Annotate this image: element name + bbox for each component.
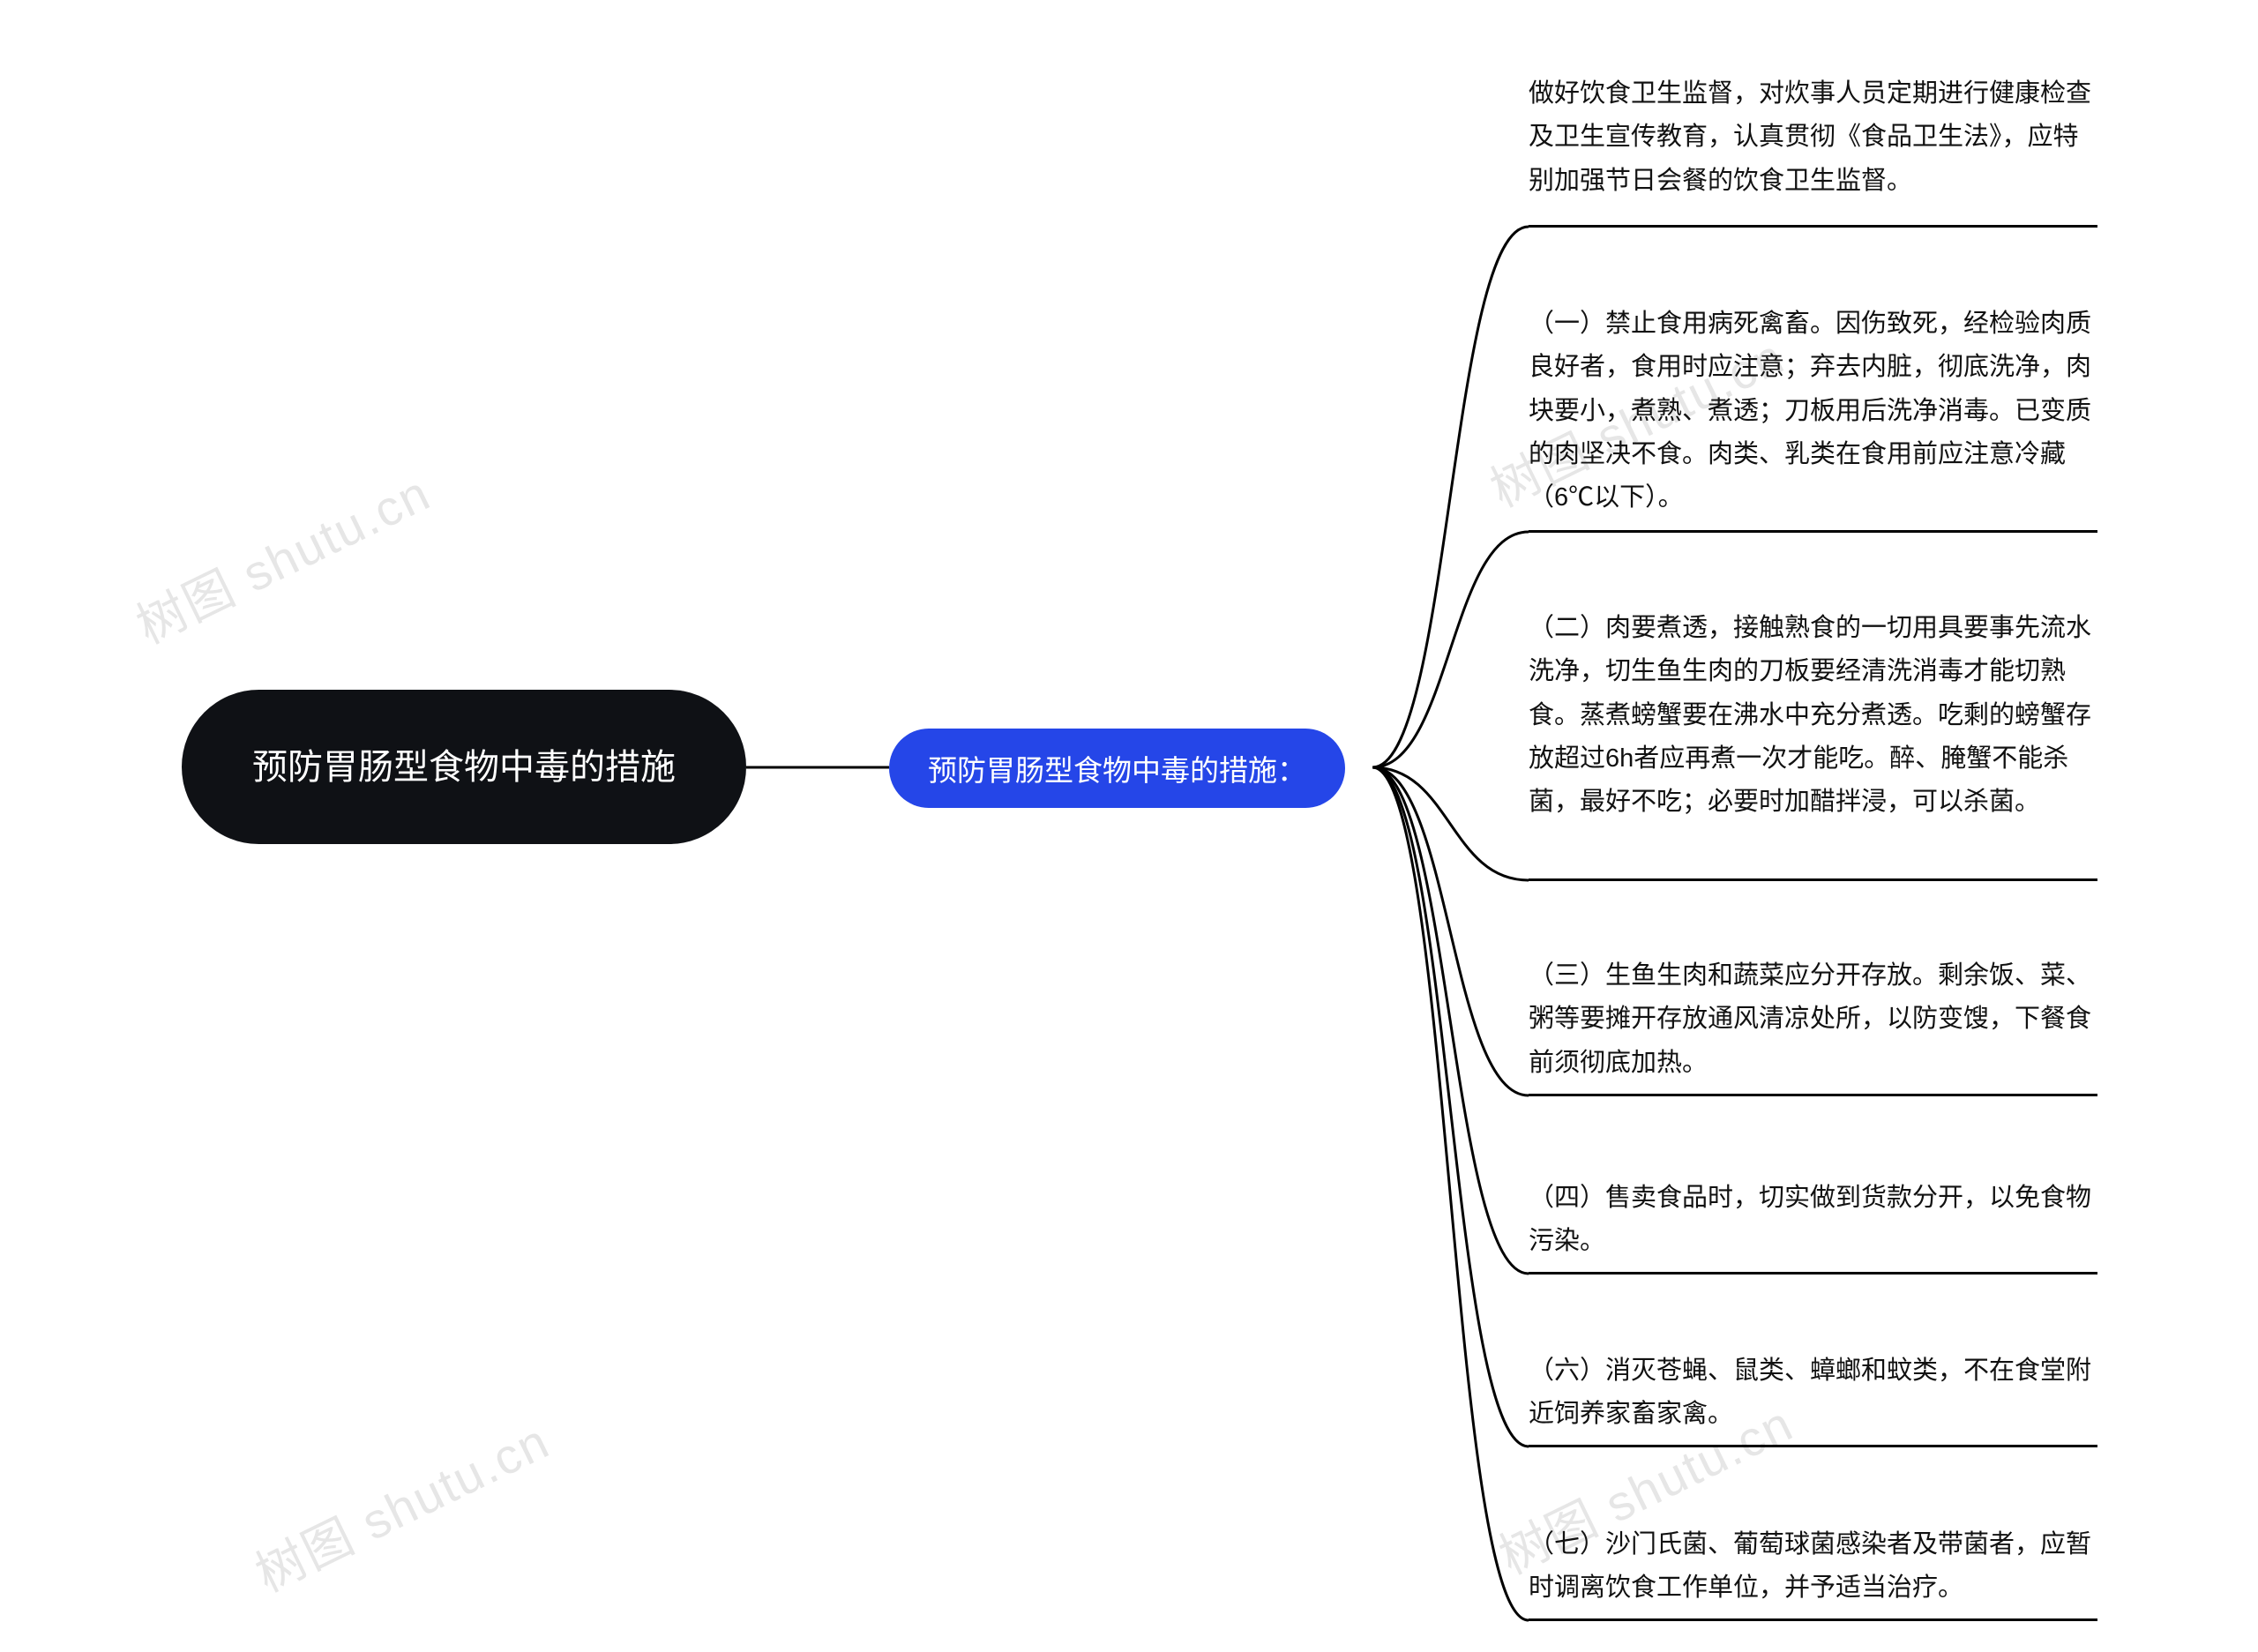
leaf-5: （六）消灭苍蝇、鼠类、蟑螂和蚊类，不在食堂附近饲养家畜家禽。 <box>1529 1349 2097 1437</box>
leaf-underline <box>1529 1094 2097 1096</box>
watermark: 树图 shutu.cn <box>123 454 440 658</box>
hub-node: 预防胃肠型食物中毒的措施： <box>889 729 1345 808</box>
link-hub-leaves <box>1372 0 1529 1652</box>
leaf-underline <box>1529 1618 2097 1621</box>
leaf-underline <box>1529 878 2097 881</box>
leaf-6: （七）沙门氏菌、葡萄球菌感染者及带菌者，应暂时调离饮食工作单位，并予适当治疗。 <box>1529 1523 2097 1611</box>
leaf-0: 做好饮食卫生监督，对炊事人员定期进行健康检查及卫生宣传教育，认真贯彻《食品卫生法… <box>1529 72 2097 203</box>
leaf-4: （四）售卖食品时，切实做到货款分开，以免食物污染。 <box>1529 1177 2097 1264</box>
root-node: 预防胃肠型食物中毒的措施 <box>182 690 746 844</box>
leaf-underline <box>1529 530 2097 533</box>
watermark: 树图 shutu.cn <box>242 1402 559 1606</box>
link-root-hub <box>746 766 889 769</box>
leaf-underline <box>1529 1272 2097 1275</box>
leaf-3: （三）生鱼生肉和蔬菜应分开存放。剩余饭、菜、粥等要摊开存放通风清凉处所，以防变馊… <box>1529 954 2097 1085</box>
leaf-1: （一）禁止食用病死禽畜。因伤致死，经检验肉质良好者，食用时应注意；弃去内脏，彻底… <box>1529 303 2097 520</box>
leaf-underline <box>1529 1445 2097 1447</box>
leaf-underline <box>1529 225 2097 228</box>
leaf-2: （二）肉要煮透，接触熟食的一切用具要事先流水洗净，切生鱼生肉的刀板要经清洗消毒才… <box>1529 607 2097 824</box>
